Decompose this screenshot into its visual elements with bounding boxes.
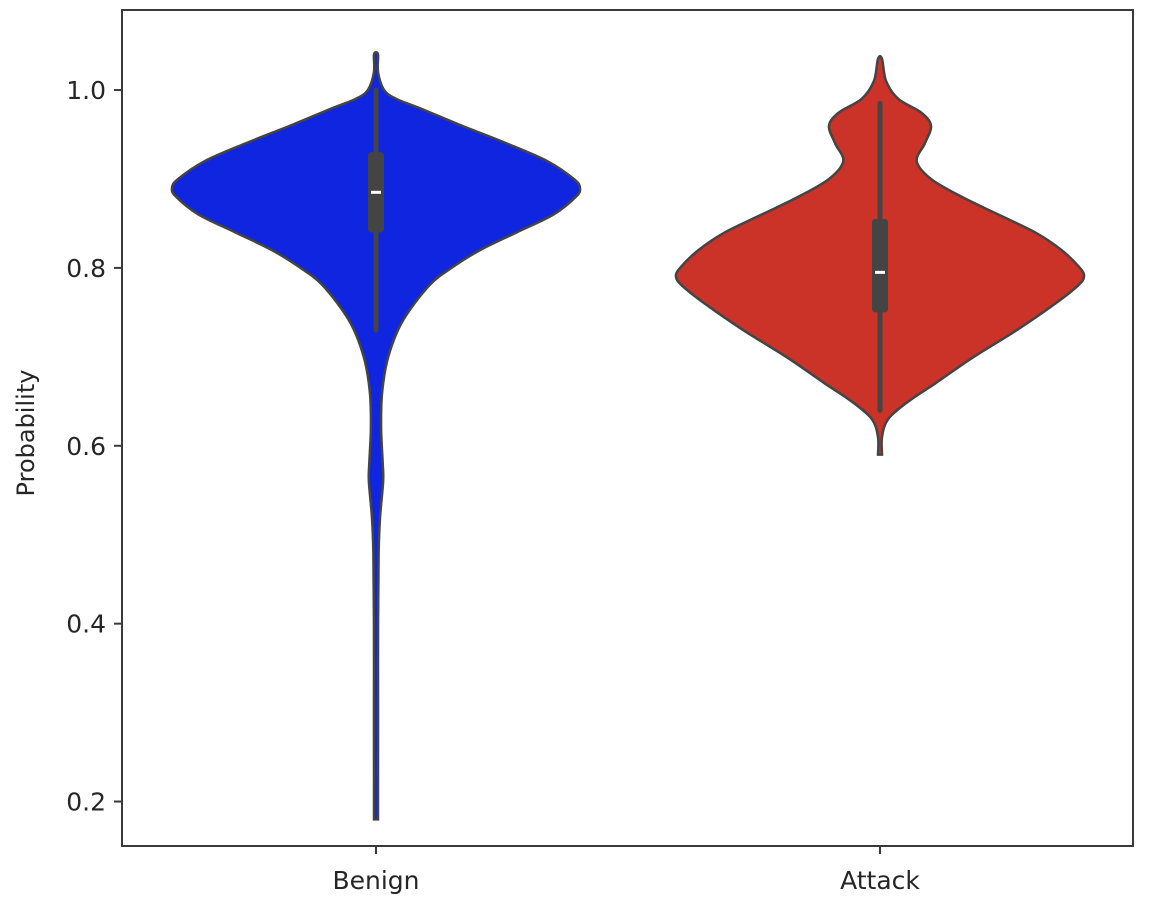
x-tick-label-benign: Benign xyxy=(332,866,419,895)
x-tick-label-attack: Attack xyxy=(840,866,920,895)
y-tick-label: 0.2 xyxy=(66,788,106,817)
axes-frame xyxy=(121,9,1134,847)
y-axis: 0.2 0.4 0.6 0.8 1.0 xyxy=(66,76,122,817)
y-tick-label: 0.6 xyxy=(66,432,106,461)
y-tick-label: 0.8 xyxy=(66,254,106,283)
y-tick-label: 0.4 xyxy=(66,610,106,639)
y-tick-label: 1.0 xyxy=(66,76,106,105)
violin-body-benign xyxy=(170,51,582,821)
plot-area xyxy=(170,51,1086,821)
iqr-box-attack xyxy=(872,219,888,313)
x-axis: Benign Attack xyxy=(332,846,920,895)
violin-benign xyxy=(170,51,582,821)
violin-attack xyxy=(674,54,1086,456)
y-axis-label: Probability xyxy=(12,370,40,497)
